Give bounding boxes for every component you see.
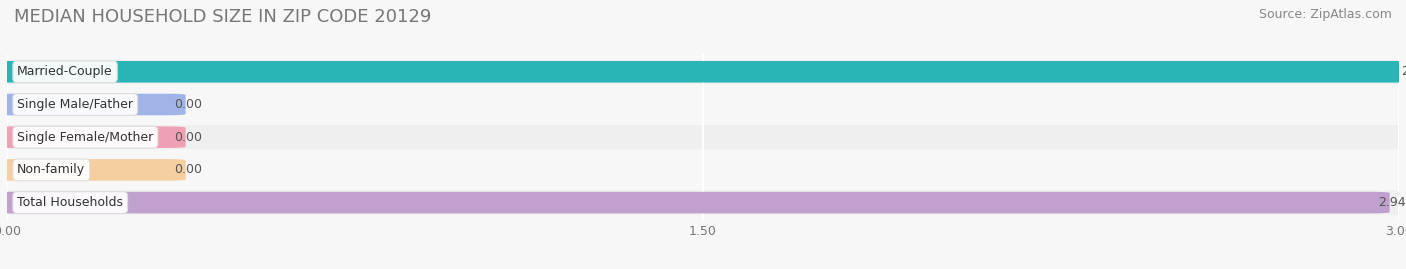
Text: MEDIAN HOUSEHOLD SIZE IN ZIP CODE 20129: MEDIAN HOUSEHOLD SIZE IN ZIP CODE 20129 <box>14 8 432 26</box>
Text: Single Female/Mother: Single Female/Mother <box>17 131 153 144</box>
FancyBboxPatch shape <box>7 125 1399 149</box>
Text: 0.00: 0.00 <box>174 163 202 176</box>
FancyBboxPatch shape <box>0 61 1406 83</box>
Text: Non-family: Non-family <box>17 163 86 176</box>
FancyBboxPatch shape <box>7 60 1399 84</box>
Text: 0.00: 0.00 <box>174 131 202 144</box>
Text: Single Male/Father: Single Male/Father <box>17 98 134 111</box>
Text: 2.99: 2.99 <box>1402 65 1406 78</box>
FancyBboxPatch shape <box>7 158 1399 182</box>
FancyBboxPatch shape <box>0 192 1389 213</box>
FancyBboxPatch shape <box>7 190 1399 215</box>
Text: Total Households: Total Households <box>17 196 124 209</box>
FancyBboxPatch shape <box>0 126 186 148</box>
Text: 0.00: 0.00 <box>174 98 202 111</box>
FancyBboxPatch shape <box>0 159 186 181</box>
Text: 2.94: 2.94 <box>1378 196 1406 209</box>
Text: Source: ZipAtlas.com: Source: ZipAtlas.com <box>1258 8 1392 21</box>
FancyBboxPatch shape <box>7 92 1399 116</box>
FancyBboxPatch shape <box>0 94 186 115</box>
Text: Married-Couple: Married-Couple <box>17 65 112 78</box>
